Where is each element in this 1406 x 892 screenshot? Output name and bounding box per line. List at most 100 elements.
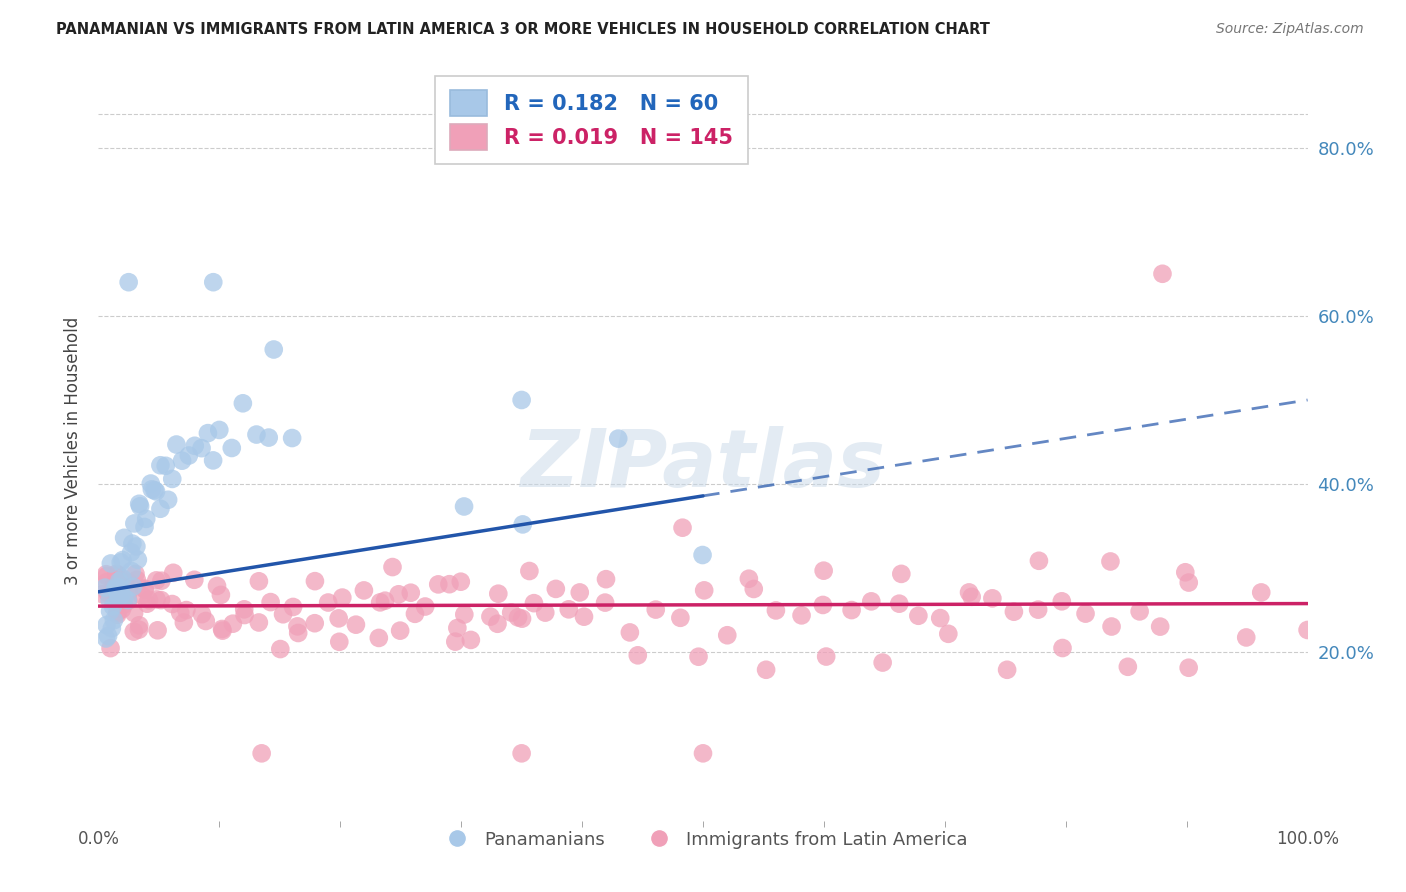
Point	[128, 497, 150, 511]
Point	[644, 602, 666, 616]
Point	[245, 427, 267, 442]
Point	[105, 566, 128, 581]
Point	[191, 607, 214, 621]
Point	[111, 571, 134, 585]
Point	[688, 649, 710, 664]
Point	[173, 615, 195, 630]
Point	[765, 603, 787, 617]
Point	[287, 619, 309, 633]
Point	[1152, 267, 1174, 281]
Point	[121, 536, 143, 550]
Point	[815, 649, 838, 664]
Point	[117, 593, 139, 607]
Point	[108, 580, 131, 594]
Point	[110, 587, 132, 601]
Point	[813, 564, 835, 578]
Point	[558, 602, 581, 616]
Point	[512, 517, 534, 532]
Point	[101, 585, 124, 599]
Point	[197, 426, 219, 441]
Point	[1099, 554, 1122, 568]
Point	[205, 579, 228, 593]
Point	[176, 603, 198, 617]
Point	[111, 553, 134, 567]
Point	[134, 582, 156, 597]
Point	[202, 453, 225, 467]
Point	[1002, 605, 1025, 619]
Point	[523, 596, 546, 610]
Point	[97, 586, 120, 600]
Point	[157, 492, 180, 507]
Point	[104, 581, 127, 595]
Point	[439, 577, 461, 591]
Point	[232, 396, 254, 410]
Point	[169, 606, 191, 620]
Point	[247, 574, 270, 589]
Point	[208, 423, 231, 437]
Point	[125, 540, 148, 554]
Point	[149, 458, 172, 473]
Point	[328, 611, 350, 625]
Point	[281, 599, 304, 614]
Point	[98, 604, 121, 618]
Point	[117, 593, 139, 607]
Point	[287, 626, 309, 640]
Point	[138, 593, 160, 607]
Point	[250, 747, 273, 761]
Point	[479, 609, 502, 624]
Point	[145, 484, 167, 499]
Point	[936, 627, 959, 641]
Point	[211, 622, 233, 636]
Point	[111, 602, 134, 616]
Point	[134, 582, 156, 596]
Point	[568, 585, 591, 599]
Point	[510, 392, 533, 407]
Point	[572, 609, 595, 624]
Point	[202, 275, 225, 289]
Point	[304, 574, 326, 589]
Point	[134, 520, 156, 534]
Point	[446, 621, 468, 635]
Point	[184, 439, 207, 453]
Point	[222, 616, 245, 631]
Point	[330, 591, 353, 605]
Point	[981, 591, 1004, 606]
Point	[96, 569, 118, 583]
Point	[1250, 585, 1272, 599]
Point	[91, 587, 114, 601]
Point	[510, 612, 533, 626]
Point	[112, 575, 135, 590]
Point	[105, 606, 128, 620]
Point	[841, 603, 863, 617]
Point	[1296, 623, 1319, 637]
Point	[100, 557, 122, 571]
Point	[127, 553, 149, 567]
Text: PANAMANIAN VS IMMIGRANTS FROM LATIN AMERICA 3 OR MORE VEHICLES IN HOUSEHOLD CORR: PANAMANIAN VS IMMIGRANTS FROM LATIN AMER…	[56, 22, 990, 37]
Point	[162, 566, 184, 580]
Point	[96, 618, 118, 632]
Point	[103, 613, 125, 627]
Point	[1050, 594, 1073, 608]
Point	[671, 521, 693, 535]
Point	[194, 614, 217, 628]
Point	[1101, 619, 1123, 633]
Point	[263, 343, 285, 357]
Point	[118, 584, 141, 599]
Point	[388, 587, 411, 601]
Point	[399, 585, 422, 599]
Point	[94, 632, 117, 646]
Point	[107, 591, 129, 605]
Point	[1074, 607, 1097, 621]
Point	[149, 501, 172, 516]
Point	[128, 618, 150, 632]
Point	[209, 588, 232, 602]
Point	[94, 581, 117, 595]
Point	[247, 615, 270, 630]
Point	[141, 483, 163, 497]
Point	[544, 582, 567, 596]
Point	[117, 582, 139, 597]
Point	[404, 607, 426, 621]
Point	[1174, 566, 1197, 580]
Point	[155, 458, 177, 473]
Point	[257, 431, 280, 445]
